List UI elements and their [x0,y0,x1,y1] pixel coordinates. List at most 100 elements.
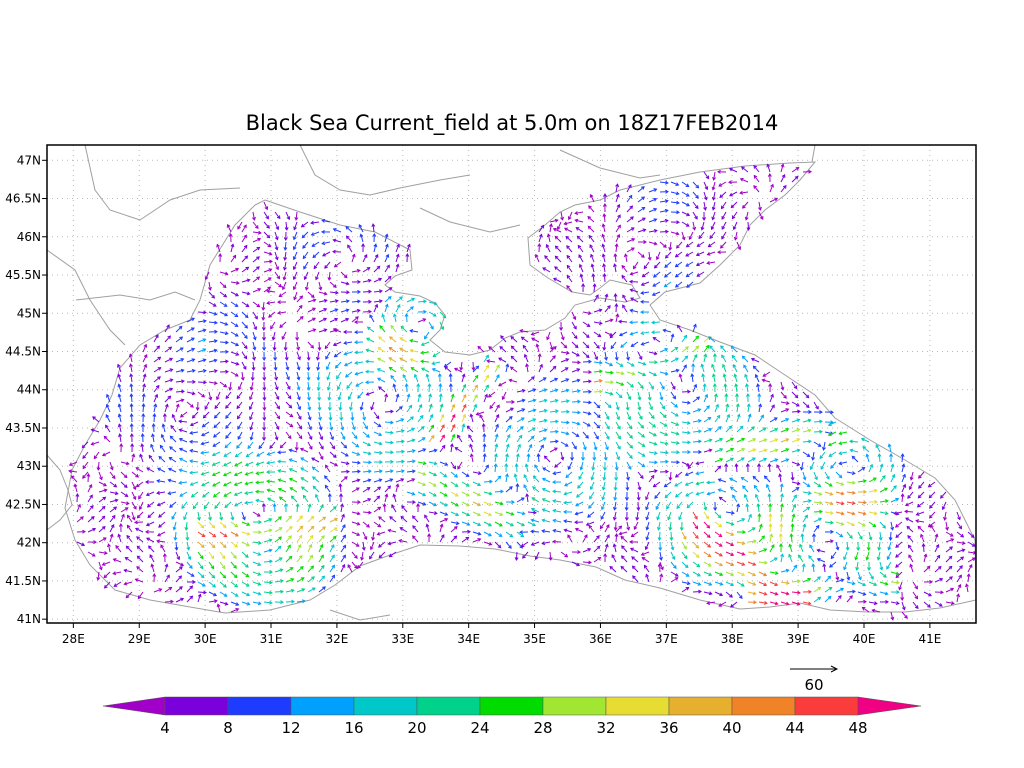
current-vector-arrow [630,297,639,303]
current-vector-arrow [593,341,600,349]
current-vector-arrow [329,299,339,303]
grid-lines [42,145,976,628]
current-vector-arrow [780,381,785,391]
current-vector-arrow [378,386,386,393]
current-vector-arrow [702,211,707,221]
current-vector-arrow [725,403,730,413]
current-vector-arrow [670,231,680,236]
current-vector-arrow [285,411,294,418]
current-vector-arrow [245,451,254,458]
current-vector-arrow [659,347,669,353]
current-vector-arrow [648,381,654,390]
current-vector-arrow [828,451,837,457]
current-vector-arrow [384,275,392,283]
current-vector-arrow [274,211,281,220]
current-vector-arrow [559,321,564,331]
current-vector-arrow [372,233,377,243]
current-vector-arrow [735,403,740,413]
current-vector-arrow [542,267,551,273]
current-vector-arrow [602,273,607,283]
current-vector-arrow [249,421,254,431]
current-vector-arrow [384,450,394,455]
current-vector-arrow [439,461,449,466]
current-vector-arrow [575,227,584,233]
current-vector-arrow [714,437,724,443]
current-vector-arrow [736,437,746,443]
current-vector-arrow [614,243,619,253]
current-vector-arrow [516,398,526,403]
current-vector-arrow [249,391,254,401]
current-vector-arrow [564,227,573,233]
current-vector-arrow [582,341,590,349]
lat-tick-label: 42.5N [5,497,41,511]
current-vector-arrow [300,457,309,463]
current-vector-arrow [186,401,194,408]
current-vector-arrow [696,271,705,277]
current-vector-arrow [674,281,683,288]
current-vector-arrow [307,391,311,401]
current-vector-arrow [175,398,185,403]
current-vector-arrow [230,341,240,347]
current-vector-arrow [692,450,702,454]
current-vector-arrow [450,461,457,470]
current-vector-arrow [420,359,430,364]
current-vector-arrow [567,211,573,221]
current-vector-arrow [802,401,810,409]
current-vector-arrow [753,164,760,173]
current-vector-arrow [571,421,581,426]
current-vector-arrow [262,341,267,351]
current-vector-arrow [186,337,195,343]
current-vector-arrow [461,423,466,433]
current-vector-arrow [791,381,798,390]
current-vector-arrow [241,291,251,296]
current-vector-arrow [538,428,548,433]
current-vector-arrow [604,361,614,367]
current-vector-arrow [733,231,738,241]
current-vector-arrow [648,228,658,233]
current-vector-arrow [395,296,403,303]
current-vector-arrow [648,401,654,411]
current-vector-arrow [340,441,348,449]
current-vector-arrow [98,481,107,487]
current-vector-arrow [244,471,254,476]
current-vector-arrow [450,403,456,413]
lon-tick-label: 40E [853,632,876,646]
current-vector-arrow [560,399,570,404]
current-vector-arrow [516,443,521,453]
current-vector-arrow [626,451,633,459]
current-vector-arrow [566,264,573,273]
current-vector-arrow [709,345,716,353]
current-vector-arrow [263,268,273,273]
current-vector-arrow [303,271,309,281]
current-vector-arrow [285,421,294,428]
current-vector-arrow [186,347,196,353]
current-vector-arrow [538,363,543,373]
current-vector-arrow [167,478,177,483]
current-vector-arrow [373,469,383,474]
current-vector-arrow [296,401,302,411]
current-vector-arrow [664,261,672,268]
current-vector-arrow [668,241,673,251]
lat-tick-label: 42N [17,536,41,550]
current-vector-arrow [296,341,301,351]
current-vector-arrow [263,286,272,293]
current-vector-arrow [494,433,499,443]
current-vector-arrow [274,241,279,251]
current-vector-arrow [261,321,266,331]
current-vector-arrow [637,451,646,457]
coastline [84,144,241,221]
current-vector-arrow [674,251,683,258]
current-vector-arrow [141,403,146,413]
current-vector-arrow [838,441,848,446]
current-vector-arrow [593,431,599,440]
current-vector-arrow [549,355,556,363]
current-vector-arrow [424,331,430,340]
current-vector-arrow [696,241,705,247]
current-vector-arrow [711,201,716,211]
current-vector-arrow [120,471,128,479]
current-vector-arrow [189,430,199,435]
coastline [559,149,661,179]
current-vector-arrow [516,388,526,393]
current-vector-arrow [274,381,279,391]
current-vector-arrow [629,279,639,284]
